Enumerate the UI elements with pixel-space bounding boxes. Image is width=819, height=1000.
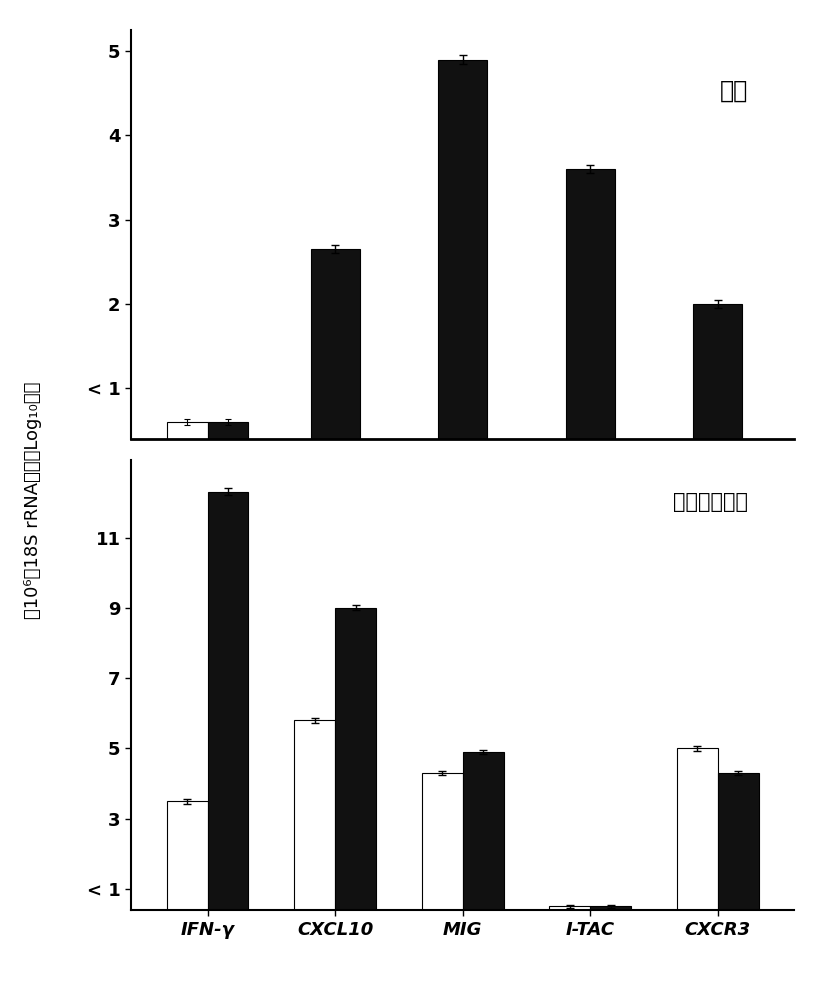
Bar [167,801,207,924]
Bar [694,304,742,473]
Bar [207,422,248,473]
Bar [566,169,615,473]
Bar [335,608,376,924]
Bar [718,773,758,924]
Text: 肠系膜淡巴结: 肠系膜淡巴结 [673,492,748,512]
Text: 每10⁶的18S rRNA拷贝的Log₁₀拷贝: 每10⁶的18S rRNA拷贝的Log₁₀拷贝 [24,381,42,619]
Bar [167,422,207,473]
Text: 结肠: 结肠 [720,79,748,103]
Bar [550,906,590,924]
Bar [677,748,718,924]
Bar [310,249,360,473]
Bar [463,752,504,924]
Bar [207,492,248,924]
Bar [294,720,335,924]
Bar [590,906,631,924]
Bar [438,60,487,473]
Bar [422,773,463,924]
